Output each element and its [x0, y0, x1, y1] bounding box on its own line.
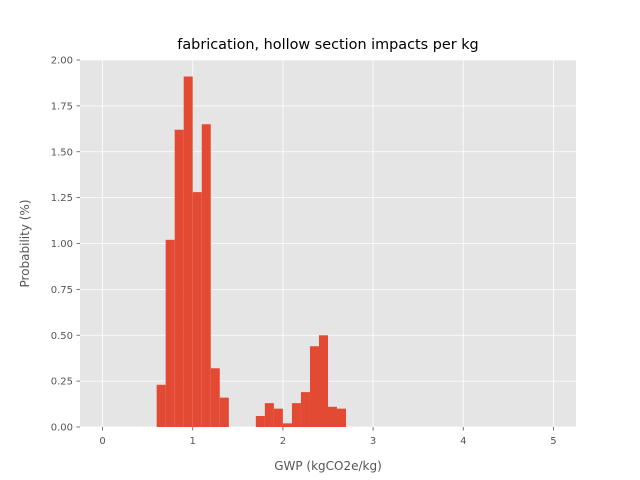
histogram-bar: [255, 415, 265, 427]
y-tick-label: 1.50: [51, 147, 73, 158]
histogram-bars: [156, 76, 347, 428]
y-tick-label: 2.00: [51, 56, 73, 67]
x-tick-label: 1: [190, 436, 196, 447]
histogram-bar: [174, 129, 184, 428]
y-tick-label: 0.75: [51, 285, 73, 296]
histogram-bar: [300, 392, 310, 427]
histogram-bar: [156, 384, 166, 427]
histogram-bar: [264, 403, 274, 427]
y-tick-label: 0.50: [51, 331, 73, 342]
y-tick-label: 0.25: [51, 377, 73, 388]
x-tick-label: 2: [280, 436, 286, 447]
histogram-bar: [282, 423, 292, 427]
histogram-bar: [219, 397, 229, 427]
histogram-bar: [201, 124, 211, 427]
x-tick-label: 5: [550, 436, 556, 447]
histogram-bar: [165, 239, 175, 427]
grid-lines: [80, 59, 576, 428]
histogram-bar: [291, 403, 301, 427]
x-tick-label: 0: [99, 436, 105, 447]
histogram-bar: [210, 368, 220, 427]
y-tick-label: 1.75: [51, 101, 73, 112]
x-axis-label: GWP (kgCO2e/kg): [274, 459, 382, 473]
y-axis-label: Probability (%): [18, 199, 32, 287]
chart-title: fabrication, hollow section impacts per …: [177, 37, 478, 53]
histogram-bar: [192, 192, 202, 427]
histogram-bar: [337, 408, 347, 427]
x-tick-label: 4: [460, 436, 466, 447]
x-axis-ticks: 0 1 2 3 4 5: [99, 427, 557, 447]
histogram-bar: [273, 408, 283, 427]
histogram-bar: [183, 76, 193, 427]
x-tick-label: 3: [370, 436, 376, 447]
y-tick-label: 1.00: [51, 239, 73, 250]
y-axis-ticks: 0.00 0.25 0.50 0.75 1.00 1.25 1.50 1.75 2.00: [51, 56, 80, 434]
y-tick-label: 1.25: [51, 193, 73, 204]
histogram-bar: [318, 335, 328, 427]
y-tick-label: 0.00: [51, 423, 73, 434]
histogram-bar: [309, 346, 319, 427]
histogram-bar: [328, 406, 338, 427]
